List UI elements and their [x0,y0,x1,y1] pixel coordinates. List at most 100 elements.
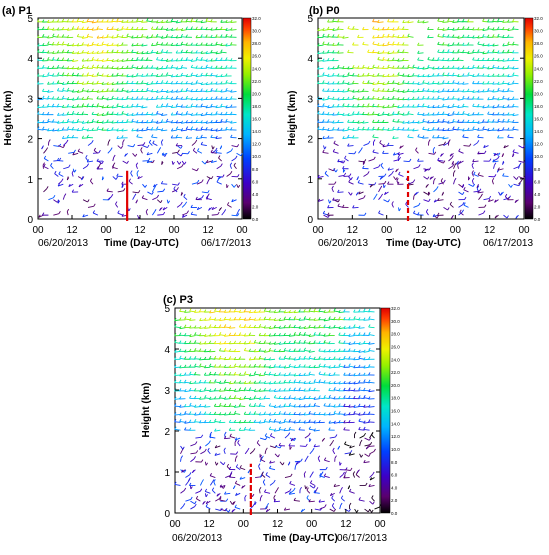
x-tick-label: 00 [236,225,248,236]
colorbar-tick-label: 10.0 [391,447,400,452]
colorbar-tick-label: 16.0 [252,117,261,122]
colorbar [243,18,251,219]
y-axis-label: Height (km) [141,383,152,438]
colorbar-tick-label: 20.0 [534,91,543,96]
y-tick-label: 5 [164,304,170,315]
y-tick-label: 3 [27,94,33,105]
y-tick-label: 1 [307,175,313,186]
colorbar-tick-label: 4.0 [252,192,259,197]
colorbar-ticks: 32.030.028.026.024.022.020.018.016.014.0… [252,16,261,222]
y-tick-label: 4 [27,54,33,65]
plot-frame [38,18,242,219]
colorbar-tick-label: 24.0 [252,66,261,71]
colorbar-tick-label: 8.0 [534,167,541,172]
x-axis-label: Time (Day-UTC) [386,238,461,249]
colorbar-tick-label: 8.0 [391,460,398,465]
colorbar-tick-label: 16.0 [391,409,400,414]
x-tick-label: 00 [100,225,112,236]
x-tick-label: 00 [168,225,180,236]
colorbar-tick-label: 24.0 [534,66,543,71]
colorbar-tick-label: 4.0 [534,192,541,197]
y-tick-label: 5 [307,14,313,25]
y-tick-label: 4 [164,345,170,356]
x-tick-label: 00 [518,225,530,236]
colorbar-tick-label: 26.0 [534,54,543,59]
y-tick-label: 1 [27,175,33,186]
date-label-start: 06/20/2013 [318,238,368,249]
colorbar [381,308,390,513]
colorbar-tick-label: 30.0 [534,29,543,34]
x-tick-label: 00 [169,519,181,530]
colorbar-tick-label: 18.0 [252,104,261,109]
y-tick-label: 1 [164,468,170,479]
x-tick-label: 12 [66,225,78,236]
x-tick-label: 12 [202,225,214,236]
colorbar [525,18,533,219]
colorbar-tick-label: 32.0 [391,306,400,311]
colorbar-tick-label: 30.0 [252,29,261,34]
x-tick-label: 12 [347,225,359,236]
colorbar-tick-label: 2.0 [252,204,259,209]
y-axis-label: Height (km) [287,91,298,146]
colorbar-tick-label: 6.0 [252,179,259,184]
x-tick-label: 12 [415,225,427,236]
colorbar-tick-label: 12.0 [534,142,543,147]
x-tick-label: 00 [381,225,393,236]
colorbar-tick-label: 20.0 [391,383,400,388]
date-label-start: 06/20/2013 [172,533,222,544]
x-tick-label: 12 [340,519,352,530]
x-tick-label: 00 [32,225,44,236]
colorbar-tick-label: 28.0 [391,332,400,337]
colorbar-tick-label: 22.0 [391,370,400,375]
panel-title: (b) P0 [309,5,340,17]
x-tick-label: 00 [312,225,324,236]
date-label-end: 06/17/2013 [483,238,533,249]
date-label-end: 06/17/2013 [337,533,387,544]
colorbar-tick-label: 16.0 [534,117,543,122]
colorbar-tick-label: 28.0 [534,41,543,46]
x-tick-label: 00 [238,519,250,530]
colorbar-ticks: 32.030.028.026.024.022.020.018.016.014.0… [391,306,400,516]
colorbar-tick-label: 22.0 [534,79,543,84]
colorbar-tick-label: 14.0 [534,129,543,134]
colorbar-tick-label: 30.0 [391,319,400,324]
colorbar-tick-label: 18.0 [534,104,543,109]
colorbar-tick-label: 32.0 [252,16,261,21]
y-tick-label: 5 [27,14,33,25]
colorbar-tick-label: 2.0 [391,498,398,503]
plot-frame [318,18,524,219]
colorbar-tick-label: 0.0 [534,217,541,222]
y-tick-label: 2 [307,135,313,146]
x-tick-label: 12 [204,519,216,530]
x-tick-label: 12 [484,225,496,236]
colorbar-tick-label: 0.0 [391,511,398,516]
colorbar-tick-label: 28.0 [252,41,261,46]
colorbar-tick-label: 10.0 [534,154,543,159]
colorbar-tick-label: 6.0 [391,473,398,478]
colorbar-tick-label: 8.0 [252,167,259,172]
colorbar-tick-label: 6.0 [534,179,541,184]
y-tick-label: 3 [307,94,313,105]
x-tick-label: 00 [450,225,462,236]
x-tick-label: 12 [272,519,284,530]
colorbar-tick-label: 32.0 [534,16,543,21]
plot-frame [175,308,380,513]
colorbar-tick-label: 20.0 [252,91,261,96]
x-tick-label: 00 [374,519,386,530]
colorbar-ticks: 32.0 30.0 28.0 26.0 24.0 22.0 20.0 18.0 16.0 14.0… [534,16,543,222]
date-label-end: 06/17/2013 [201,238,251,249]
y-tick-label: 2 [27,135,33,146]
colorbar-tick-label: 26.0 [391,344,400,349]
colorbar-tick-label: 2.0 [534,204,541,209]
x-axis-label: Time (Day-UTC) [104,238,179,249]
colorbar-tick-label: 18.0 [391,396,400,401]
colorbar-tick-label: 22.0 [252,79,261,84]
y-tick-label: 3 [164,386,170,397]
colorbar-tick-label: 14.0 [391,421,400,426]
colorbar-tick-label: 12.0 [391,434,400,439]
colorbar-tick-label: 4.0 [391,485,398,490]
